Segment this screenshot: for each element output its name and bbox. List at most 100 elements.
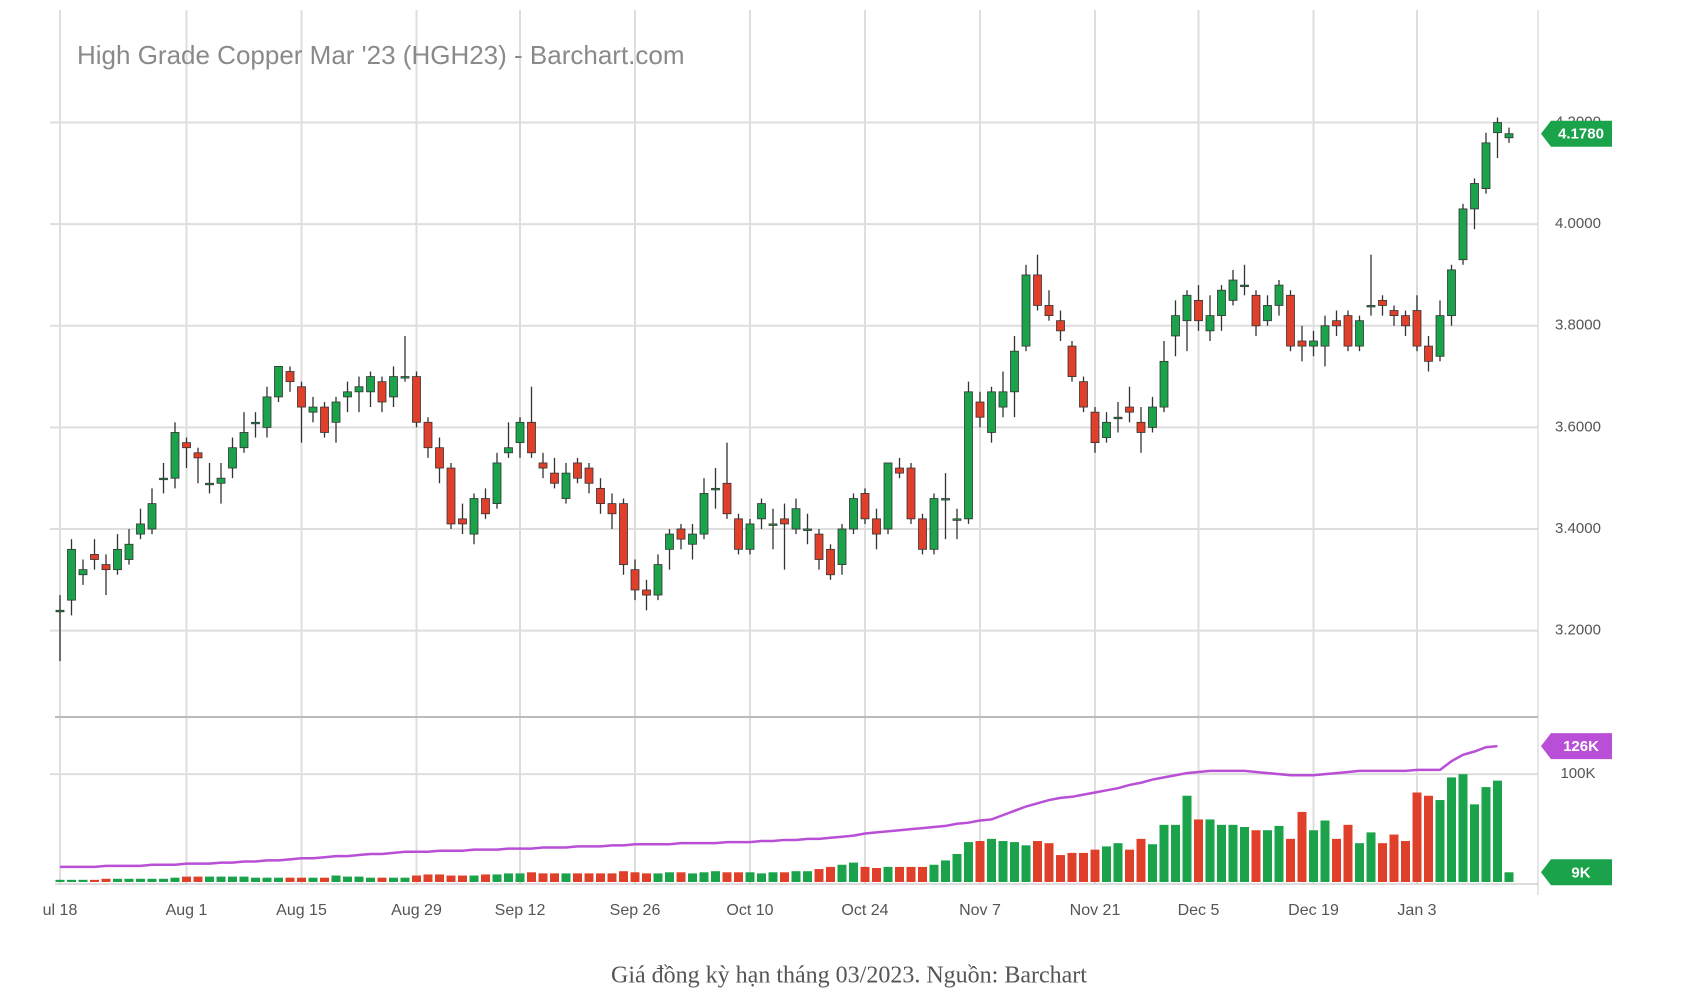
candle-body — [538, 462, 548, 469]
candle-body — [412, 376, 421, 423]
volume-bar — [1320, 820, 1330, 882]
candle-body — [1021, 274, 1031, 347]
volume-bar — [492, 874, 502, 882]
volume-bar — [205, 876, 214, 882]
candle-body — [1343, 315, 1353, 347]
volume-bar — [469, 875, 479, 882]
volume-bar — [1021, 845, 1031, 882]
volume-bar — [918, 866, 927, 882]
candle-body — [734, 518, 743, 550]
volume-bar — [1366, 832, 1376, 882]
candle-body — [1159, 360, 1169, 408]
candle-body — [780, 518, 789, 525]
volume-bar — [1286, 838, 1295, 882]
volume-bar — [1274, 825, 1284, 882]
candle-body — [1297, 340, 1307, 347]
candle-body — [1378, 299, 1387, 306]
candle-body — [297, 386, 306, 408]
volume-bar — [1309, 830, 1318, 882]
volume-bar — [113, 878, 122, 882]
candle-body — [1435, 315, 1445, 357]
grid — [50, 10, 1538, 884]
x-tick-label: ul 18 — [43, 902, 78, 919]
candle-body — [1113, 416, 1123, 420]
volume-bar — [400, 877, 410, 882]
volume-bar — [1493, 780, 1502, 882]
volume-bar — [860, 866, 870, 882]
volume-bar — [998, 841, 1008, 882]
volume-bar — [262, 877, 272, 882]
last-value-label: 126K — [1563, 738, 1599, 755]
candle-body — [1194, 299, 1203, 322]
candle-body — [987, 391, 996, 433]
candle-body — [1182, 294, 1192, 322]
volume-bar — [1401, 841, 1410, 882]
candle-body — [55, 609, 65, 613]
volume-bar — [1125, 849, 1134, 882]
volume-bar — [366, 877, 375, 882]
volume-bar — [642, 873, 651, 882]
x-tick-label: Sep 26 — [610, 902, 661, 919]
candle-body — [205, 482, 214, 486]
volume-bar — [906, 866, 916, 882]
candle-body — [285, 371, 295, 383]
candle-body — [1481, 142, 1491, 189]
candle-body — [1217, 289, 1226, 317]
volume-bar — [895, 866, 904, 882]
candle-body — [722, 482, 732, 515]
volume-bar — [1412, 792, 1422, 882]
volume-bar — [768, 872, 778, 882]
volume-bar — [331, 875, 341, 882]
last-value-label: 4.1780 — [1558, 126, 1604, 143]
volume-bar — [228, 876, 237, 882]
candle-body — [757, 503, 766, 520]
volume-bar — [193, 876, 203, 882]
candle-body — [872, 518, 881, 535]
candle-body — [573, 462, 582, 479]
candle-body — [895, 467, 904, 474]
candle-body — [331, 401, 341, 423]
volume-bar — [136, 878, 145, 882]
volume-bar — [872, 867, 881, 882]
volume-bar — [676, 872, 686, 882]
volume-bar — [975, 841, 985, 882]
candle-body — [492, 462, 502, 505]
candle-body — [343, 391, 352, 398]
last-value-badge — [1541, 733, 1612, 760]
volume-bar — [308, 877, 318, 882]
volume-bar — [1481, 787, 1491, 882]
candle-body — [481, 498, 490, 515]
volume-bar — [377, 877, 387, 882]
volume-bar — [573, 873, 582, 882]
candle-body — [377, 381, 387, 403]
volume-bar — [1504, 872, 1514, 882]
volume-bar — [1447, 777, 1456, 882]
candle-body — [929, 498, 939, 550]
candle-body — [136, 523, 145, 535]
x-tick-label: Sep 12 — [495, 902, 546, 919]
volume-bar — [1010, 842, 1019, 882]
volume-bar — [1435, 800, 1445, 882]
volume-bar — [745, 872, 755, 882]
x-tick-label: Aug 15 — [276, 902, 327, 919]
volume-bar — [561, 873, 571, 882]
candle-body — [1171, 315, 1180, 337]
candle-body — [400, 376, 410, 379]
volume-bar — [1378, 843, 1387, 882]
candle-body — [274, 366, 283, 398]
candle-body — [182, 442, 191, 449]
volume-bar — [1067, 852, 1077, 882]
volume-bar — [538, 873, 548, 882]
candle-body — [630, 569, 640, 591]
candle-body — [745, 523, 755, 550]
caption: Giá đồng kỳ hạn tháng 03/2023. Nguồn: Ba… — [611, 963, 1087, 989]
volume-bar — [688, 873, 697, 882]
candle-body — [251, 421, 260, 425]
volume-bar — [619, 871, 628, 882]
candle-body — [262, 396, 272, 428]
candle-body — [1274, 284, 1284, 306]
volume-bar — [446, 875, 456, 882]
candle-body — [1263, 305, 1272, 322]
candle-body — [837, 528, 847, 565]
y-tick-label: 3.4000 — [1555, 520, 1601, 537]
